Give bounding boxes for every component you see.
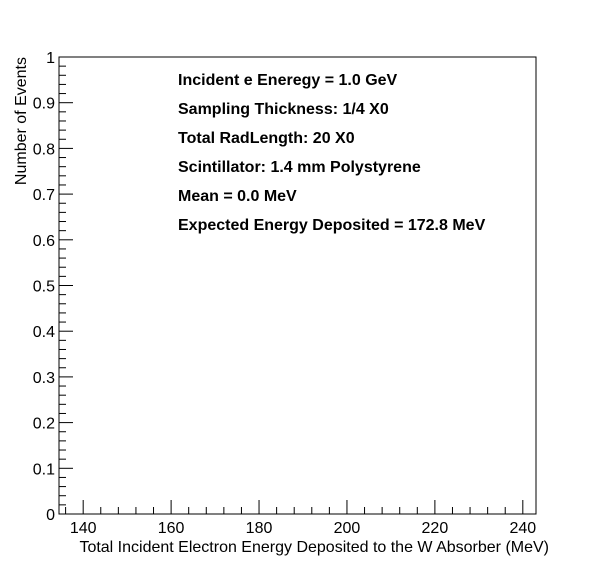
y-tick-label: 0.3 (33, 370, 55, 387)
annotation-line: Incident e Eneregy = 1.0 GeV (178, 72, 398, 89)
y-tick-label: 0.5 (33, 279, 55, 296)
x-tick-label: 180 (246, 520, 273, 537)
annotation-line: Sampling Thickness: 1/4 X0 (178, 101, 389, 118)
x-axis-title: Total Incident Electron Energy Deposited… (79, 539, 549, 556)
annotation-line: Total RadLength: 20 X0 (178, 130, 355, 147)
y-axis-ticks (59, 57, 73, 514)
x-tick-label: 220 (422, 520, 449, 537)
plot-frame (59, 57, 536, 514)
x-axis-ticks (66, 500, 523, 514)
annotation-line: Expected Energy Deposited = 172.8 MeV (178, 217, 486, 234)
annotation-block: Incident e Eneregy = 1.0 GeV Sampling Thi… (178, 72, 486, 234)
y-tick-label: 0.1 (33, 461, 55, 478)
y-tick-label: 0 (46, 507, 55, 524)
y-axis-title: Number of Events (13, 57, 30, 185)
x-tick-label: 240 (509, 520, 536, 537)
x-axis-tick-labels: 140 160 180 200 220 240 (70, 520, 536, 537)
x-tick-label: 200 (334, 520, 361, 537)
y-axis-tick-labels: 0 0.1 0.2 0.3 0.4 0.5 0.6 0.7 0.8 0.9 1 (33, 50, 55, 524)
x-tick-label: 140 (70, 520, 97, 537)
annotation-line: Mean = 0.0 MeV (178, 188, 297, 205)
y-tick-label: 1 (46, 50, 55, 67)
y-tick-label: 0.2 (33, 416, 55, 433)
y-tick-label: 0.4 (33, 324, 55, 341)
y-tick-label: 0.6 (33, 233, 55, 250)
annotation-line: Scintillator: 1.4 mm Polystyrene (178, 159, 421, 176)
x-tick-label: 160 (158, 520, 185, 537)
y-tick-label: 0.9 (33, 96, 55, 113)
y-tick-label: 0.7 (33, 187, 55, 204)
y-tick-label: 0.8 (33, 141, 55, 158)
